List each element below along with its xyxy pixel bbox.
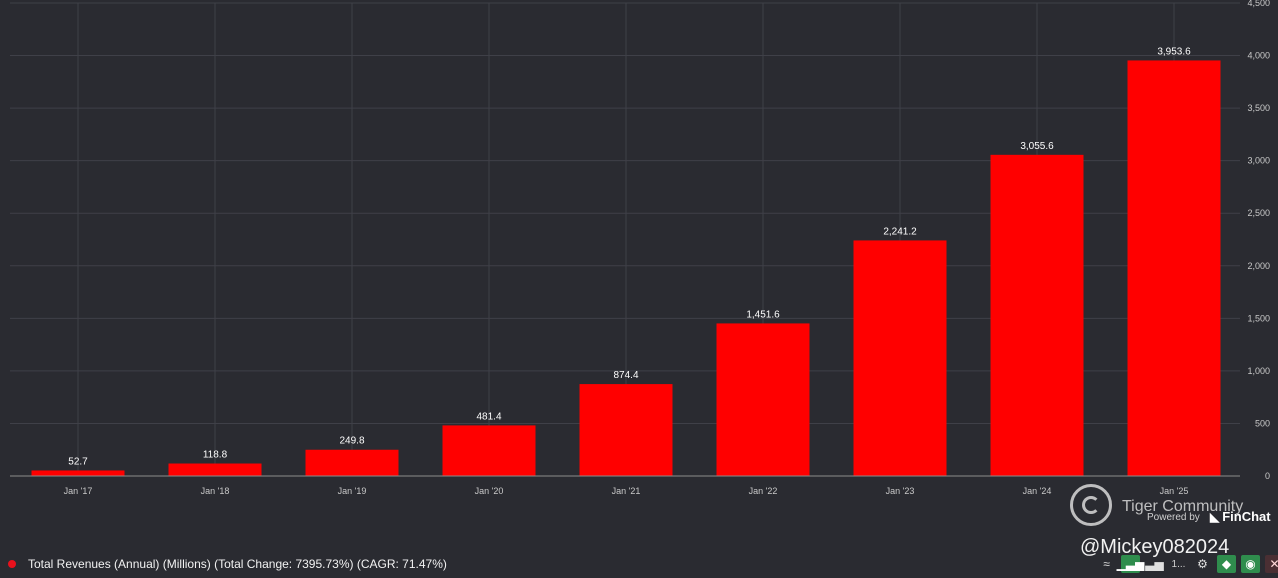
watermark: Tiger Community Powered by ◣ FinChat: [1070, 482, 1271, 532]
data-label: 3,055.6: [1020, 141, 1054, 152]
data-label: 2,241.2: [883, 226, 917, 237]
x-tick-label: Jan '22: [749, 486, 778, 496]
watermark-community: Tiger Community: [1122, 498, 1244, 515]
legend-dot-icon: [8, 560, 16, 568]
column-chart-icon[interactable]: ▃▅: [1145, 557, 1164, 571]
x-tick-label: Jan '18: [201, 486, 230, 496]
data-label: 481.4: [476, 411, 501, 422]
finchat-logo-icon: ◣: [1210, 510, 1220, 524]
bar: [168, 463, 262, 476]
y-tick-label: 3,500: [1247, 103, 1270, 113]
y-tick-label: 1,000: [1247, 366, 1270, 376]
x-tick-label: Jan '24: [1023, 486, 1052, 496]
tiger-logo-icon: [1070, 484, 1112, 526]
x-tick-label: Jan '20: [475, 486, 504, 496]
x-tick-label: Jan '17: [64, 486, 93, 496]
revenue-bar-chart: 0 500 1,000 1,500 2,000 2,500 3,000 3,500 4,000 4…: [10, 0, 1270, 496]
bar-chart-icon[interactable]: ▁▃▅: [1116, 555, 1145, 573]
y-tick-label: 1,500: [1247, 313, 1270, 323]
x-tick-label: Jan '23: [886, 486, 915, 496]
bar: [853, 240, 947, 476]
close-icon[interactable]: ✕: [1265, 555, 1278, 573]
watermark-brand-label: FinChat: [1222, 509, 1271, 524]
watermark-powered-by: Powered by: [1147, 512, 1200, 523]
data-label: 1,451.6: [746, 309, 780, 320]
legend-label: Total Revenues (Annual) (Millions) (Tota…: [28, 557, 447, 571]
tag-icon[interactable]: ◆: [1217, 555, 1236, 573]
chart-toolbar: ≈ ▁▃▅ ▃▅ 1... ⚙ ◆ ◉ ✕: [1092, 554, 1278, 574]
watermark-brand: ◣ FinChat: [1210, 509, 1271, 524]
y-tick-label: 4,000: [1247, 51, 1270, 61]
bar: [716, 323, 810, 476]
bar: [1127, 60, 1221, 477]
data-label: 249.8: [339, 436, 364, 447]
x-tick-label: Jan '19: [338, 486, 367, 496]
bar: [305, 449, 399, 476]
legend[interactable]: Total Revenues (Annual) (Millions) (Tota…: [8, 555, 447, 573]
x-tick-label: Jan '21: [612, 486, 641, 496]
y-tick-label: 3,000: [1247, 156, 1270, 166]
y-tick-label: 2,500: [1247, 208, 1270, 218]
y-tick-label: 2,000: [1247, 261, 1270, 271]
bar: [442, 425, 536, 476]
data-label: 52.7: [68, 456, 88, 467]
bar: [990, 154, 1084, 476]
eye-icon[interactable]: ◉: [1241, 555, 1260, 573]
data-label: 118.8: [203, 450, 228, 461]
data-label: 3,953.6: [1157, 46, 1191, 57]
data-label: 874.4: [613, 370, 638, 381]
gear-icon[interactable]: ⚙: [1197, 557, 1208, 571]
y-tick-label: 4,500: [1247, 0, 1270, 8]
y-tick-label: 500: [1255, 418, 1270, 428]
toolbar-truncated-label[interactable]: 1...: [1171, 558, 1186, 570]
bar: [31, 470, 125, 476]
line-chart-icon[interactable]: ≈: [1103, 557, 1110, 571]
y-tick-label: 0: [1265, 471, 1270, 481]
watermark-handle: @Mickey082024: [1080, 536, 1230, 558]
bar: [579, 384, 673, 476]
x-tick-label: Jan '25: [1160, 486, 1189, 496]
